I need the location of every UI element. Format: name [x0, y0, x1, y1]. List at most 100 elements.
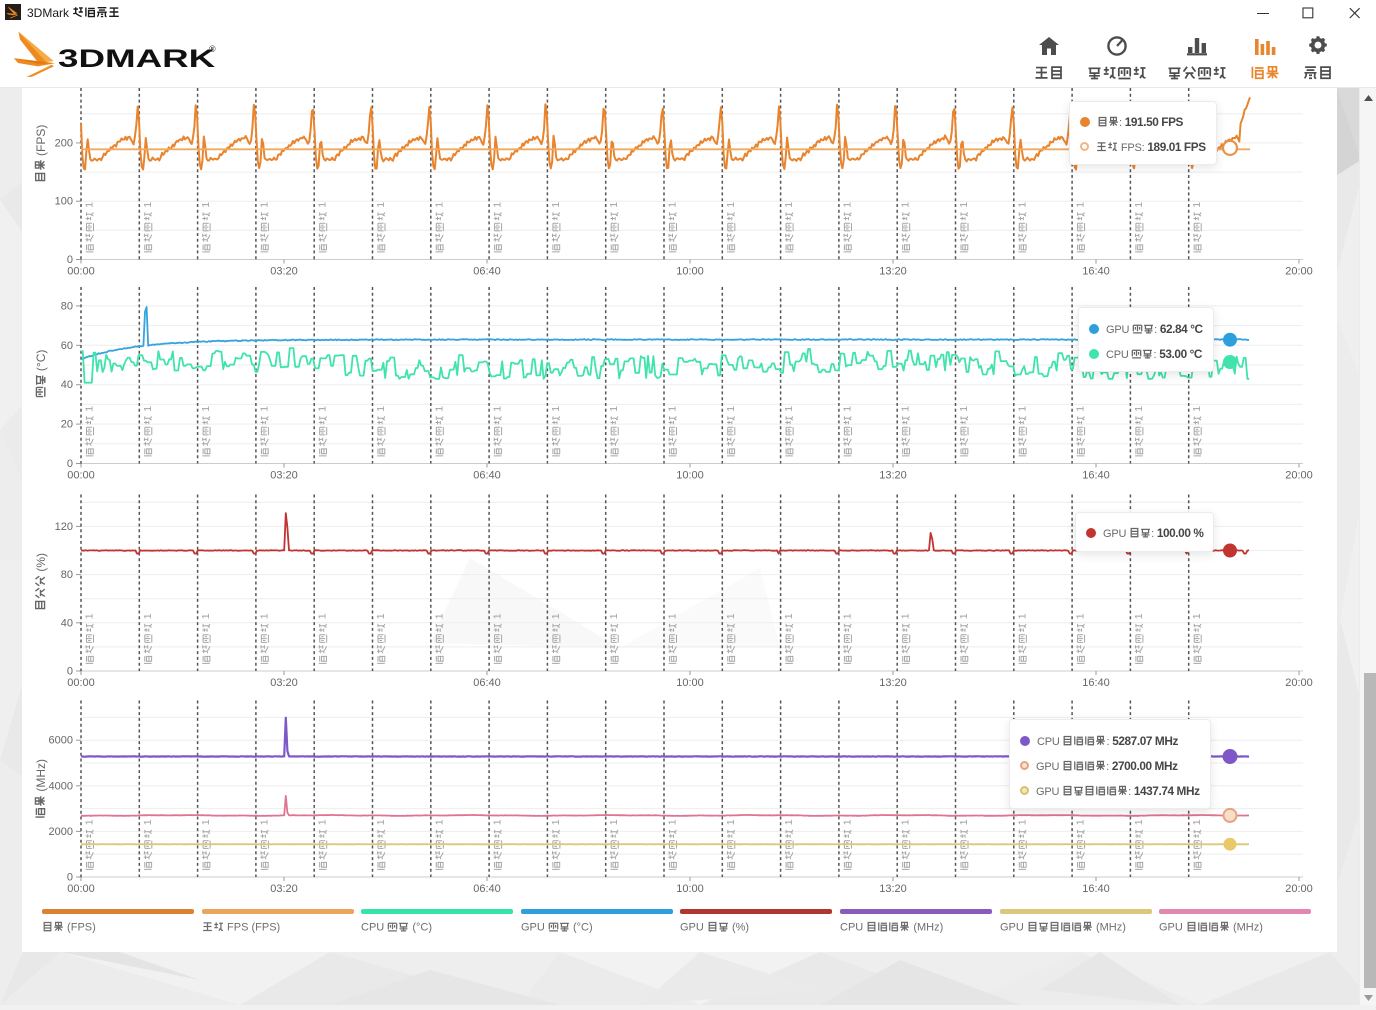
svg-text:1: 1: [200, 613, 212, 619]
svg-text:1: 1: [258, 202, 270, 208]
svg-text:1: 1: [608, 819, 620, 825]
svg-text:1: 1: [433, 406, 445, 412]
svg-text:0: 0: [67, 458, 73, 470]
svg-text:200: 200: [55, 137, 73, 149]
svg-text:1: 1: [84, 819, 96, 825]
svg-text:10:00: 10:00: [676, 266, 704, 278]
svg-text:1: 1: [608, 613, 620, 619]
svg-text:1: 1: [725, 613, 737, 619]
svg-text:1: 1: [783, 406, 795, 412]
svg-text:1: 1: [783, 613, 795, 619]
svg-text:20:00: 20:00: [1285, 470, 1313, 482]
svg-text:1: 1: [958, 613, 970, 619]
svg-text:20: 20: [61, 419, 73, 431]
svg-text:120: 120: [55, 521, 73, 533]
svg-text:10:00: 10:00: [676, 677, 704, 689]
svg-text:1: 1: [841, 613, 853, 619]
svg-text:1: 1: [258, 613, 270, 619]
svg-text:1: 1: [725, 819, 737, 825]
svg-text:1: 1: [1133, 406, 1145, 412]
svg-text:1: 1: [667, 202, 679, 208]
svg-text:00:00: 00:00: [67, 883, 95, 895]
svg-text:1: 1: [1075, 819, 1087, 825]
svg-text:1: 1: [317, 819, 329, 825]
svg-text:06:40: 06:40: [473, 470, 501, 482]
svg-text:0: 0: [67, 872, 73, 884]
svg-text:1: 1: [783, 202, 795, 208]
svg-text:00:00: 00:00: [67, 470, 95, 482]
svg-text:13:20: 13:20: [879, 883, 907, 895]
svg-text:1: 1: [1133, 613, 1145, 619]
svg-text:1: 1: [841, 202, 853, 208]
svg-text:13:20: 13:20: [879, 266, 907, 278]
svg-text:1: 1: [433, 819, 445, 825]
svg-text:1: 1: [550, 406, 562, 412]
svg-text:10:00: 10:00: [676, 470, 704, 482]
svg-text:16:40: 16:40: [1082, 266, 1110, 278]
svg-text:1: 1: [492, 406, 504, 412]
svg-text:13:20: 13:20: [879, 470, 907, 482]
svg-text:1: 1: [550, 819, 562, 825]
svg-text:1: 1: [433, 202, 445, 208]
svg-text:1: 1: [492, 202, 504, 208]
svg-text:20:00: 20:00: [1285, 677, 1313, 689]
svg-text:00:00: 00:00: [67, 677, 95, 689]
svg-text:1: 1: [142, 406, 154, 412]
svg-text:1: 1: [200, 406, 212, 412]
svg-text:1: 1: [492, 819, 504, 825]
svg-text:16:40: 16:40: [1082, 883, 1110, 895]
svg-text:1: 1: [1016, 202, 1028, 208]
svg-text:1: 1: [1075, 613, 1087, 619]
svg-text:100: 100: [55, 196, 73, 208]
svg-text:1: 1: [958, 202, 970, 208]
svg-text:1: 1: [1016, 819, 1028, 825]
svg-text:16:40: 16:40: [1082, 677, 1110, 689]
svg-text:1: 1: [1191, 613, 1203, 619]
svg-text:10:00: 10:00: [676, 883, 704, 895]
svg-text:1: 1: [1016, 406, 1028, 412]
svg-text:1: 1: [725, 202, 737, 208]
svg-text:1: 1: [84, 406, 96, 412]
svg-text:20:00: 20:00: [1285, 266, 1313, 278]
svg-text:0: 0: [67, 254, 73, 266]
svg-text:06:40: 06:40: [473, 677, 501, 689]
svg-text:80: 80: [61, 569, 73, 581]
svg-text:1: 1: [1191, 406, 1203, 412]
svg-text:1: 1: [550, 613, 562, 619]
svg-text:1: 1: [667, 613, 679, 619]
svg-text:16:40: 16:40: [1082, 470, 1110, 482]
svg-text:0: 0: [67, 666, 73, 678]
svg-text:1: 1: [608, 406, 620, 412]
svg-text:03:20: 03:20: [270, 677, 298, 689]
svg-text:1: 1: [958, 819, 970, 825]
svg-text:1: 1: [1016, 613, 1028, 619]
svg-text:1: 1: [317, 202, 329, 208]
svg-text:1: 1: [1075, 202, 1087, 208]
svg-text:1: 1: [200, 202, 212, 208]
svg-text:1: 1: [317, 406, 329, 412]
svg-text:1: 1: [667, 406, 679, 412]
svg-text:1: 1: [550, 202, 562, 208]
svg-text:1: 1: [142, 202, 154, 208]
svg-text:60: 60: [61, 340, 73, 352]
svg-text:1: 1: [900, 202, 912, 208]
svg-text:1: 1: [1075, 406, 1087, 412]
svg-text:1: 1: [375, 819, 387, 825]
svg-text:1: 1: [1133, 202, 1145, 208]
svg-text:1: 1: [667, 819, 679, 825]
svg-text:03:20: 03:20: [270, 470, 298, 482]
svg-text:1: 1: [1191, 819, 1203, 825]
svg-text:1: 1: [84, 613, 96, 619]
svg-text:1: 1: [375, 406, 387, 412]
svg-text:1: 1: [1133, 819, 1145, 825]
svg-text:40: 40: [61, 379, 73, 391]
svg-text:13:20: 13:20: [879, 677, 907, 689]
svg-text:1: 1: [84, 202, 96, 208]
svg-text:1: 1: [258, 819, 270, 825]
svg-text:1: 1: [608, 202, 620, 208]
svg-text:1: 1: [900, 819, 912, 825]
svg-text:1: 1: [375, 202, 387, 208]
svg-text:1: 1: [142, 613, 154, 619]
svg-text:1: 1: [200, 819, 212, 825]
svg-text:1: 1: [433, 613, 445, 619]
